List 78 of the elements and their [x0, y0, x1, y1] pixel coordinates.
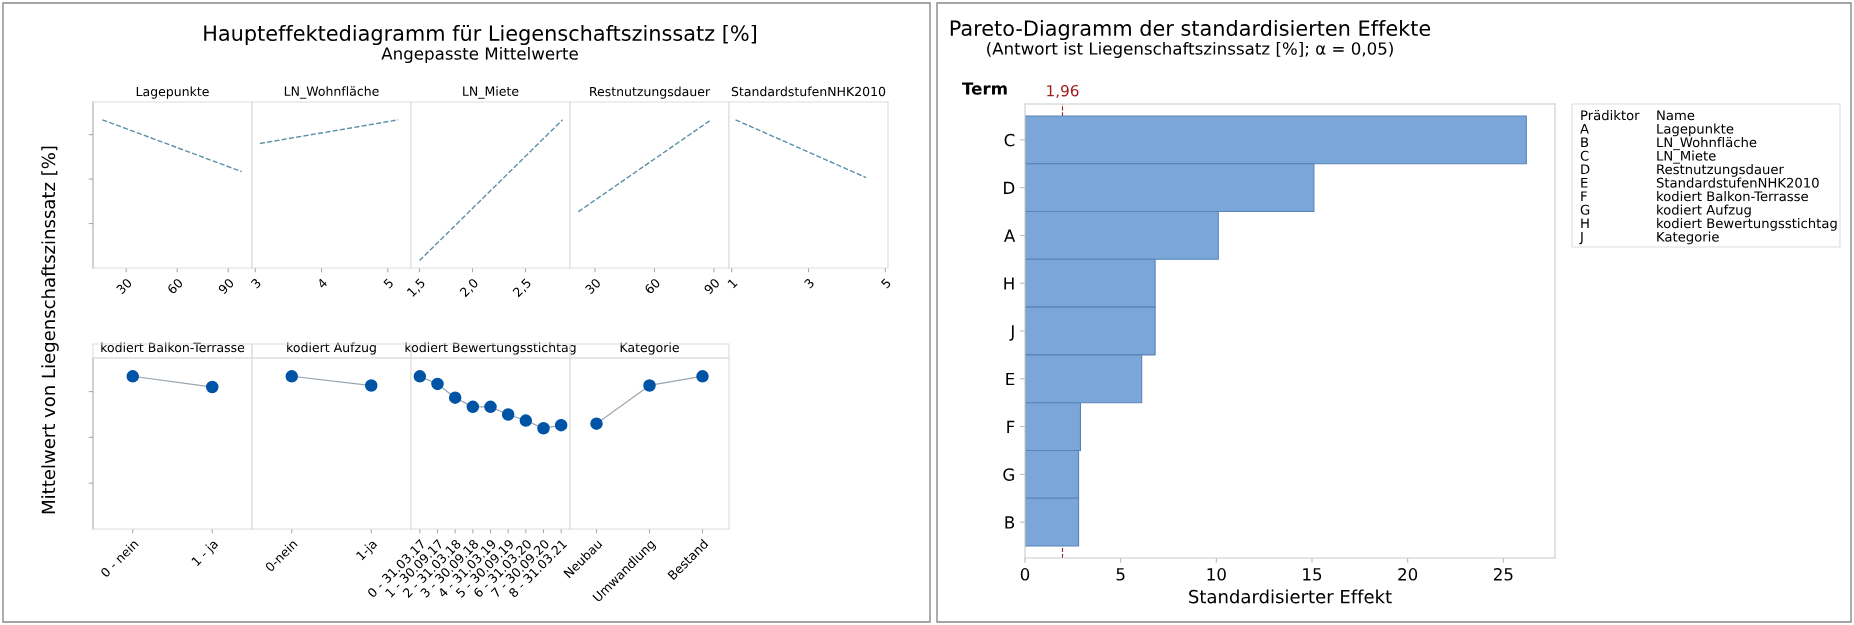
x-tick-label: 90 [217, 277, 235, 295]
x-axis-title: LN_Wohnfläche [284, 86, 379, 99]
x-axis-title: Kategorie [620, 342, 679, 355]
x-axis-title: kodiert Balkon-Terrasse [101, 342, 245, 353]
y-tick-label: A [1004, 229, 1016, 242]
text: B [1581, 137, 1589, 148]
x-tick-label: 1 [727, 278, 738, 289]
x-axis-title: StandardstufenNHK2010 [731, 86, 886, 97]
point [554, 418, 568, 432]
text: kodiert Balkon-Terrasse [1657, 191, 1808, 202]
x-tick-label: 2,5 [512, 277, 533, 299]
x-tick-label: 1,5 [406, 278, 427, 298]
text: D [1581, 164, 1590, 175]
x-tick-label: 10 [1207, 568, 1226, 581]
x-axis-title: Standardisierter Effekt [1189, 589, 1392, 604]
x-tick-label: 5 [1116, 568, 1125, 581]
x-tick-label: 3 [250, 277, 262, 289]
point [501, 408, 515, 421]
text: A [1580, 123, 1589, 134]
x-tick-label: 3 [803, 277, 815, 289]
x-tick-label: 0 [1020, 568, 1030, 581]
text: kodiert Aufzug [1657, 204, 1751, 218]
y-tick-label: H [1004, 277, 1014, 290]
text: G [1580, 204, 1590, 215]
x-tick-label: 90 [703, 277, 721, 295]
text: Lagepunkte [1657, 123, 1734, 137]
point [466, 400, 480, 414]
text: Kategorie [1657, 231, 1719, 245]
text: kodiert Bewertungsstichtag [1657, 218, 1837, 231]
y-tick-label: E [1006, 372, 1015, 386]
point [413, 370, 427, 383]
point [448, 391, 462, 404]
y-tick-label: C [1004, 133, 1015, 147]
x-axis-title: Lagepunkte [136, 86, 209, 99]
chart-subtitle: Angepasste Mittelwerte [381, 46, 578, 64]
point [519, 414, 533, 427]
text: StandardstufenNHK2010 [1656, 177, 1819, 188]
y-axis-title: Term [962, 82, 1007, 95]
text: LN_Miete [1657, 150, 1716, 164]
x-tick-label: 1-ja [355, 538, 379, 563]
chart-subtitle: (Antwort ist Liegenschaftszinssatz [%]; α = 0,05) [987, 41, 1393, 59]
x-tick-label: 30 [584, 277, 602, 295]
chart-title: Haupteffektediagramm für Liegenschaftszinssatz [%] [204, 24, 756, 46]
x-tick-label: 30 [115, 277, 133, 295]
x-axis-title: Restnutzungsdauer [590, 86, 711, 99]
point [484, 400, 497, 414]
text: C [1580, 150, 1589, 161]
y-tick-label: J [1009, 325, 1014, 341]
x-tick-label: 15 [1303, 568, 1322, 581]
x-axis-title: kodiert Bewertungsstichtag [405, 342, 576, 355]
text: F [1581, 191, 1587, 202]
x-tick-label: 60 [643, 277, 661, 295]
text: Name [1657, 110, 1695, 121]
x-tick-label: 2,0 [459, 277, 480, 299]
ref-line-label: 1,96 [1047, 84, 1079, 99]
x-tick-label: 25 [1493, 568, 1513, 581]
y-tick-label: B [1005, 516, 1015, 529]
text: LN_Wohnfläche [1657, 137, 1757, 151]
point [537, 421, 550, 435]
text: Restnutzungsdauer [1657, 164, 1784, 177]
x-tick-label: 4 [316, 277, 328, 289]
text: J [1579, 231, 1583, 245]
x-tick-label: 20 [1398, 568, 1418, 581]
y-tick-label: F [1007, 420, 1015, 433]
x-tick-label: 60 [166, 277, 184, 295]
x-axis-title: kodiert Aufzug [287, 342, 376, 355]
chart-title: Pareto-Diagramm der standardisierten Effekte [950, 19, 1431, 41]
point [431, 377, 444, 391]
y-tick-label: D [1004, 181, 1015, 194]
text: H [1581, 218, 1589, 229]
y-axis-title: Mittelwert von Liegenschaftszinssatz [%] [41, 146, 59, 514]
x-tick-label: 5 [880, 278, 892, 289]
y-tick-label: G [1003, 468, 1014, 481]
x-tick-label: 1 - ja [190, 538, 220, 568]
x-tick-label: 5 [383, 278, 394, 289]
text: E [1581, 177, 1588, 188]
text: Prädiktor [1581, 110, 1640, 121]
x-axis-title: LN_Miete [463, 86, 519, 99]
